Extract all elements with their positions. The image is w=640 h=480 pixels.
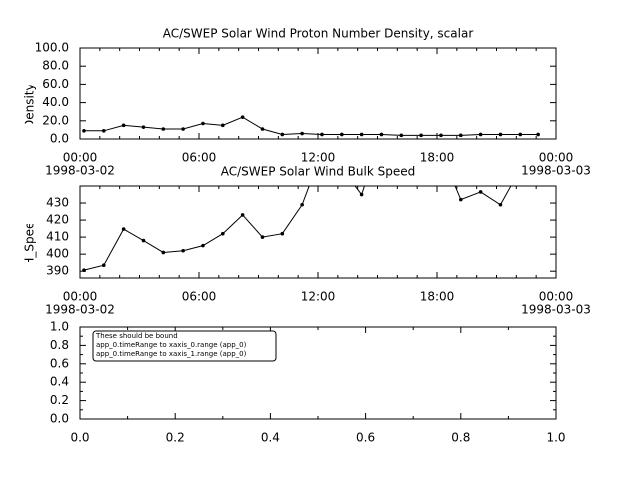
data-point	[459, 133, 463, 138]
y-tick-label: 60.0	[42, 77, 69, 91]
y-tick-label: 400	[46, 247, 69, 261]
data-point	[181, 248, 185, 253]
y-tick-label: 0.4	[50, 375, 69, 389]
y-axis-label: SW_H_Speed (km/s)	[23, 172, 37, 292]
data-point	[300, 131, 304, 136]
y-tick-label: 420	[46, 213, 69, 227]
y-tick-label: 0.2	[50, 393, 69, 407]
data-point	[518, 132, 523, 137]
y-tick-label: 390	[46, 264, 69, 278]
data-point	[498, 132, 503, 137]
x-tick-label: 00:00	[539, 290, 574, 304]
y-tick-label: 80.0	[42, 59, 69, 73]
data-point	[82, 129, 86, 133]
data-point	[280, 231, 285, 236]
data-point	[260, 235, 265, 239]
y-tick-label: 40.0	[42, 95, 69, 109]
data-point	[181, 127, 185, 131]
x-tick-label: 06:00	[182, 151, 217, 165]
y-tick-label: 430	[46, 196, 69, 210]
plot-frame	[79, 185, 557, 279]
annotation-text: These should be bound	[95, 332, 178, 340]
y-tick-label: 20.0	[42, 113, 69, 127]
annotation-text: app_0.timeRange to xaxis_1.range (app_0)	[96, 350, 247, 358]
x-tick-date: 1998-03-02	[45, 164, 115, 178]
y-tick-label: 410	[46, 230, 69, 244]
x-tick-label: 0.2	[166, 431, 185, 445]
data-point	[379, 132, 384, 137]
data-point	[459, 197, 463, 202]
plot-area	[82, 186, 512, 272]
x-tick-label: 1.0	[546, 431, 565, 445]
y-tick-label: 0.0	[50, 412, 69, 426]
panel: AC/SWEP Solar Wind Proton Number Density…	[23, 27, 591, 178]
y-tick-label: 100.0	[35, 41, 69, 55]
x-tick-date: 1998-03-03	[521, 164, 591, 178]
data-point	[201, 243, 205, 248]
panel: AC/SWEP Solar Wind Bulk Speed SW_H_Speed …	[23, 165, 591, 317]
data-line	[83, 186, 512, 271]
data-point	[141, 125, 146, 129]
panel: 0.0 0.2 0.4 0.6 0.8 1.0 0.0 0.2 0.4 0.6 0.8 1.0 Thes…	[50, 320, 566, 445]
x-tick-label: 0.0	[70, 431, 89, 445]
y-tick-label: 0.6	[50, 356, 69, 370]
data-point	[102, 129, 106, 133]
y-axis-label: H_Density (#/cc)	[23, 43, 37, 144]
data-point	[121, 123, 126, 128]
data-point	[201, 121, 205, 126]
data-point	[102, 263, 106, 268]
data-point	[280, 132, 285, 137]
data-point	[221, 123, 225, 128]
data-point	[141, 238, 146, 243]
data-point	[240, 213, 245, 217]
annotation-text: app_0.timeRange to xaxis_0.range (app_0)	[96, 341, 247, 349]
x-tick-label: 18:00	[420, 290, 455, 304]
x-tick-label: 12:00	[301, 290, 336, 304]
x-tick-label: 0.8	[451, 431, 470, 445]
data-point	[340, 132, 344, 137]
annotation-box	[92, 330, 277, 362]
x-tick-label: 00:00	[63, 290, 98, 304]
x-tick-label: 12:00	[301, 151, 336, 165]
x-tick-date: 1998-03-02	[45, 303, 115, 317]
data-point	[498, 202, 503, 207]
x-tick-label: 00:00	[539, 151, 574, 165]
x-tick-label: 00:00	[63, 151, 98, 165]
plot-frame	[79, 326, 557, 420]
data-point	[359, 192, 364, 197]
data-point	[536, 132, 540, 137]
data-point	[121, 227, 126, 231]
y-tick-label: 0.8	[50, 338, 69, 352]
data-point	[478, 132, 483, 137]
data-point	[221, 231, 225, 236]
data-point	[478, 190, 483, 194]
x-tick-label: 06:00	[182, 290, 217, 304]
plot-area	[82, 115, 540, 138]
data-point	[260, 127, 265, 131]
plot-frame	[79, 47, 557, 140]
x-tick-label: 18:00	[420, 151, 455, 165]
chart-title: AC/SWEP Solar Wind Bulk Speed	[221, 165, 415, 179]
data-point	[359, 132, 364, 137]
data-point	[439, 133, 443, 138]
data-point	[240, 115, 245, 119]
x-tick-label: 0.6	[356, 431, 375, 445]
data-point	[300, 202, 304, 207]
y-tick-label: 1.0	[50, 320, 69, 334]
data-point	[161, 250, 166, 255]
data-point	[161, 127, 166, 131]
x-tick-label: 0.4	[261, 431, 280, 445]
data-point	[320, 132, 324, 137]
data-point	[399, 133, 404, 138]
chart-title: AC/SWEP Solar Wind Proton Number Density…	[163, 27, 474, 41]
y-tick-label: 0.0	[50, 132, 69, 146]
data-point	[82, 268, 86, 272]
data-line	[83, 116, 539, 136]
data-point	[419, 133, 423, 138]
x-tick-date: 1998-03-03	[521, 303, 591, 317]
